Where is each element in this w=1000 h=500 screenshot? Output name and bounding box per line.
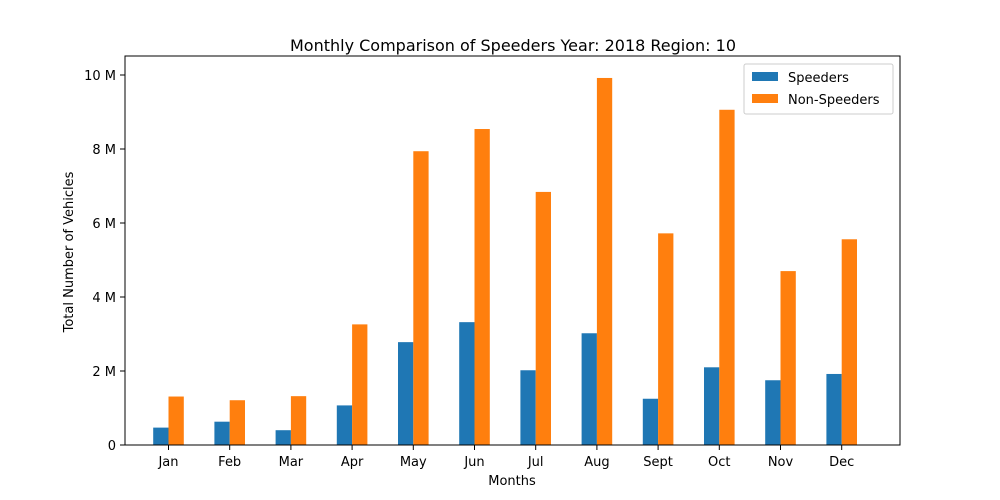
legend-label-non-speeders: Non-Speeders: [788, 93, 880, 108]
bar-speeders-feb: [214, 421, 230, 445]
x-tick-label-jan: Jan: [157, 455, 178, 470]
y-tick-label: 8 M: [92, 143, 116, 158]
x-tick-label-feb: Feb: [218, 455, 241, 470]
bar-speeders-nov: [765, 380, 781, 445]
chart-title: Monthly Comparison of Speeders Year: 201…: [290, 36, 736, 55]
bar-speeders-apr: [336, 405, 353, 445]
bar-non-speeders-nov: [780, 271, 796, 445]
x-tick-label-nov: Nov: [768, 455, 794, 470]
bar-non-speeders-mar: [290, 396, 307, 445]
bar-non-speeders-jan: [168, 396, 184, 445]
y-tick-label: 2 M: [92, 365, 116, 380]
bar-speeders-mar: [275, 430, 291, 445]
bar-non-speeders-sept: [658, 233, 674, 445]
y-axis-title: Total Number of Vehicles: [62, 171, 77, 333]
bar-non-speeders-aug: [596, 77, 613, 446]
x-tick-label-jul: Jul: [527, 455, 544, 470]
x-tick-label-sept: Sept: [643, 455, 673, 470]
x-tick-label-aug: Aug: [584, 455, 609, 470]
bar-speeders-sept: [642, 398, 659, 445]
bar-speeders-jun: [459, 322, 475, 445]
x-tick-label-dec: Dec: [829, 455, 854, 470]
bar-non-speeders-feb: [229, 400, 245, 445]
bars-group: [153, 77, 857, 446]
bar-non-speeders-oct: [719, 109, 735, 445]
x-tick-label-oct: Oct: [708, 455, 730, 470]
bar-non-speeders-may: [413, 151, 429, 445]
legend-box: [743, 63, 894, 115]
bar-speeders-may: [398, 342, 414, 445]
bar-speeders-jul: [520, 370, 536, 445]
legend-swatch-non-speeders: [752, 94, 778, 103]
y-tick-label: 0: [108, 439, 116, 454]
legend-swatch-speeders: [752, 72, 778, 81]
plot-frame: [124, 55, 901, 446]
y-tick-label: 10 M: [84, 69, 116, 84]
bar-non-speeders-jul: [535, 191, 551, 445]
bar-speeders-jan: [153, 427, 169, 445]
y-tick-label: 6 M: [92, 217, 116, 232]
bar-speeders-dec: [826, 373, 842, 445]
x-tick-label-may: May: [400, 455, 427, 470]
bar-non-speeders-apr: [352, 324, 368, 445]
bar-speeders-aug: [581, 333, 597, 445]
x-tick-label-jun: Jun: [463, 455, 484, 470]
bar-speeders-oct: [704, 367, 720, 445]
y-tick-label: 4 M: [92, 291, 116, 306]
bar-non-speeders-jun: [474, 129, 490, 445]
y-axis-ticks: 0 2 M 4 M 6 M 8 M 10 M: [84, 69, 125, 454]
x-axis-ticks: Jan Feb Mar Apr May Jun Jul Aug Sept Oct Nov Dec: [157, 445, 854, 470]
legend-label-speeders: Speeders: [788, 71, 849, 86]
bar-non-speeders-dec: [841, 239, 857, 445]
legend: Speeders Non-Speeders: [743, 63, 894, 115]
x-axis-title: Months: [488, 474, 536, 489]
x-tick-label-mar: Mar: [279, 455, 304, 470]
x-tick-label-apr: Apr: [341, 455, 364, 470]
